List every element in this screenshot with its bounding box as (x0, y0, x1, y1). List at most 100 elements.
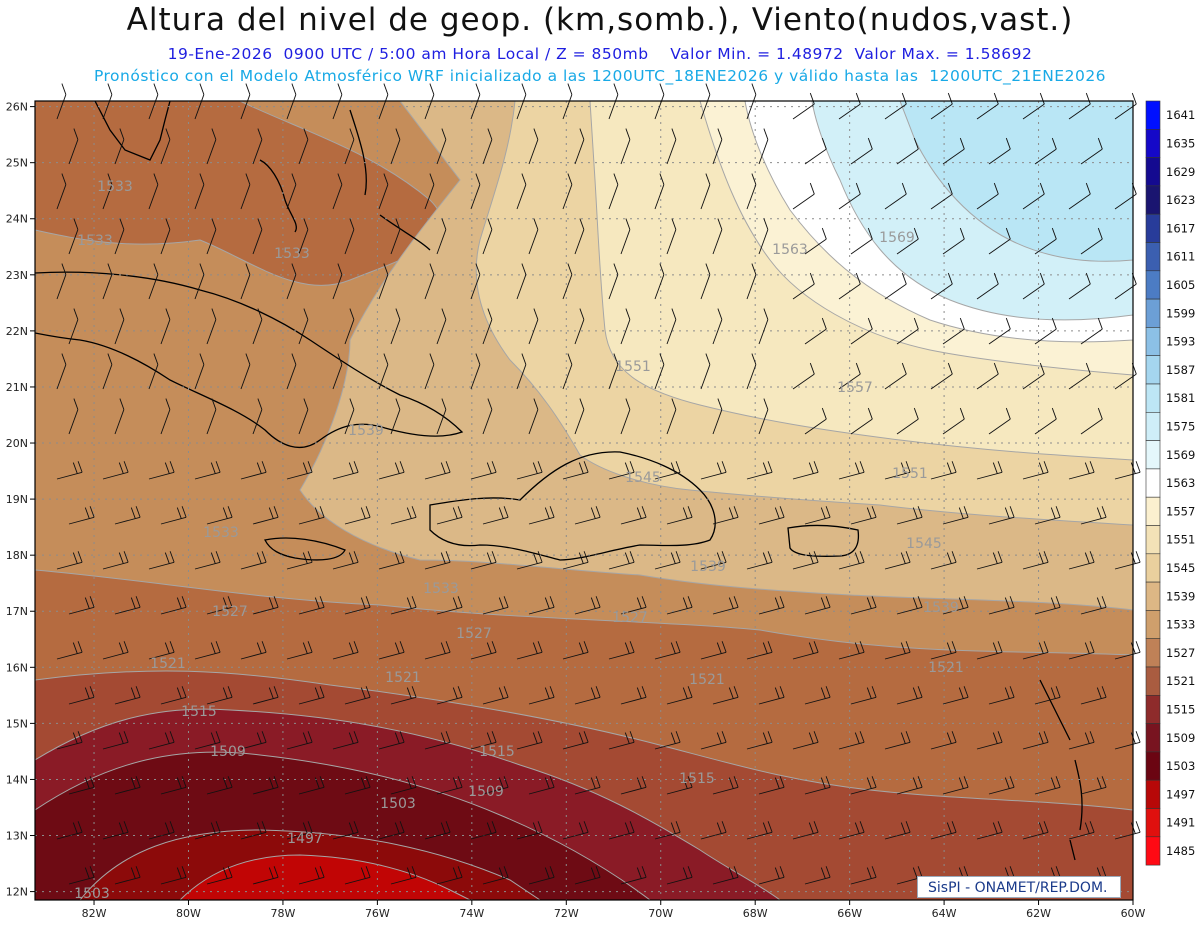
wind-barb (482, 866, 509, 885)
wind-barb (654, 731, 681, 750)
wind-barb (528, 128, 539, 165)
wind-barb (332, 641, 359, 660)
wind-barb (424, 641, 451, 660)
colorbar-swatch (1145, 638, 1161, 668)
colorbar-label: 1611 (1166, 250, 1195, 264)
wind-barb (482, 596, 509, 615)
wind-barb (930, 461, 957, 480)
wind-barb (528, 776, 555, 795)
wind-barb (792, 92, 815, 120)
wind-barb (286, 263, 297, 300)
colorbar-label: 1503 (1166, 759, 1195, 773)
wind-barb (194, 353, 205, 390)
wind-barb (378, 551, 405, 570)
colorbar-label: 1623 (1166, 193, 1195, 207)
wind-barb (528, 506, 555, 525)
contour-label: 1497 (287, 831, 323, 847)
contour-label: 1521 (928, 660, 964, 676)
colorbar-swatch (1145, 355, 1161, 385)
wind-barb (758, 686, 785, 705)
wind-barb (1068, 272, 1091, 300)
wind-barb (700, 173, 711, 210)
wind-barb (148, 83, 159, 120)
colorbar-label: 1635 (1166, 136, 1195, 150)
contour-label: 1533 (274, 246, 310, 262)
wind-barb (344, 218, 355, 255)
lon-label: 72W (554, 907, 579, 920)
wind-barb (390, 128, 401, 165)
wind-barb (194, 731, 221, 750)
wind-barb (746, 461, 773, 480)
colorbar-label: 1515 (1166, 702, 1195, 716)
wind-barb (838, 551, 865, 570)
contour-label: 1533 (203, 525, 239, 541)
wind-barb (838, 92, 861, 120)
wind-barb (758, 776, 785, 795)
wind-barb (160, 506, 187, 525)
wind-barb (114, 596, 141, 615)
wind-barb (332, 83, 343, 120)
wind-barb (1068, 551, 1095, 570)
colorbar-swatch (1145, 836, 1161, 866)
wind-barb (758, 398, 769, 435)
wind-barb (838, 641, 865, 660)
colorbar-label: 1485 (1166, 844, 1195, 858)
wind-barb (562, 551, 589, 570)
wind-barb (562, 353, 573, 390)
wind-barb (850, 866, 877, 885)
wind-barb (424, 731, 451, 750)
wind-barb (608, 173, 619, 210)
wind-barb (160, 686, 187, 705)
lon-label: 76W (365, 907, 390, 920)
wind-barb (470, 353, 481, 390)
wind-barb (608, 821, 635, 840)
wind-barb (482, 218, 493, 255)
wind-barb (666, 686, 693, 705)
wind-barb (298, 218, 309, 255)
lon-label: 74W (459, 907, 484, 920)
wind-barb (68, 866, 95, 885)
wind-barb (68, 308, 79, 345)
wind-barb (148, 821, 175, 840)
colorbar-label: 1527 (1166, 646, 1195, 660)
wind-barb (620, 308, 631, 345)
wind-barb (378, 173, 389, 210)
wind-barb (298, 128, 309, 165)
wind-barb (206, 776, 233, 795)
contour-label: 1509 (468, 784, 504, 800)
wind-barb (252, 308, 263, 345)
wind-barb (942, 686, 969, 705)
wind-barb (148, 173, 159, 210)
wind-barb (1034, 596, 1061, 615)
wind-barb (378, 821, 405, 840)
contour-labels: 1533 1533 1533 1569 1563 1557 1551 1551 1545 1545… (74, 179, 964, 902)
lat-label: 14N (6, 773, 28, 786)
colorbar-swatch (1145, 610, 1161, 640)
lon-label: 68W (743, 907, 768, 920)
wind-barb (436, 596, 463, 615)
wind-barb (654, 821, 681, 840)
wind-barb (1022, 182, 1045, 210)
wind-barb (620, 686, 647, 705)
wind-barb (240, 821, 267, 840)
map-title: Altura del nivel de geop. (km,somb.), Vi… (126, 2, 1074, 38)
wind-barb (1080, 407, 1103, 435)
contour-label: 1527 (612, 610, 648, 626)
wind-barb (470, 641, 497, 660)
wind-barb (792, 362, 815, 390)
wind-barb (700, 731, 727, 750)
wind-barb (654, 551, 681, 570)
wind-barb (436, 686, 463, 705)
wind-barb (516, 551, 543, 570)
wind-barb (574, 686, 601, 705)
wind-barb (804, 506, 831, 525)
wind-barb (252, 128, 263, 165)
colorbar-swatch (1145, 694, 1161, 724)
colorbar-swatch (1145, 553, 1161, 583)
wind-barb (574, 866, 601, 885)
wind-barb (654, 461, 681, 480)
wind-barb (344, 776, 371, 795)
wind-barb (68, 128, 79, 165)
wind-barb (252, 776, 279, 795)
wind-barb (470, 821, 497, 840)
